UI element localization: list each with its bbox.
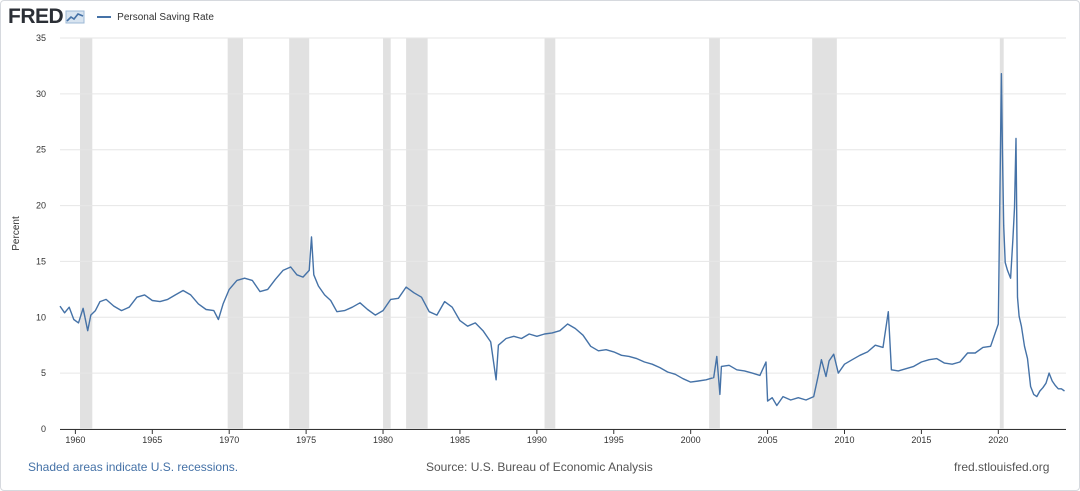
x-tick-label-2020: 2020 bbox=[988, 435, 1008, 445]
recession-band-3 bbox=[383, 38, 391, 429]
x-tick-label-1960: 1960 bbox=[65, 435, 85, 445]
recession-band-0 bbox=[79, 38, 93, 429]
x-tick-label-2010: 2010 bbox=[834, 435, 854, 445]
y-tick-label-10: 10 bbox=[36, 312, 46, 322]
y-tick-label-0: 0 bbox=[41, 424, 46, 434]
y-tick-label-20: 20 bbox=[36, 201, 46, 211]
legend-label: Personal Saving Rate bbox=[117, 11, 214, 23]
y-tick-label-15: 15 bbox=[36, 256, 46, 266]
chart-header: FRED Personal Saving Rate bbox=[8, 4, 214, 30]
x-tick-label-1990: 1990 bbox=[527, 435, 547, 445]
x-tick-label-2000: 2000 bbox=[681, 435, 701, 445]
x-tick-label-1995: 1995 bbox=[604, 435, 624, 445]
recession-note: Shaded areas indicate U.S. recessions. bbox=[28, 460, 239, 474]
y-tick-label-35: 35 bbox=[36, 33, 46, 43]
fred-logo-text: FRED bbox=[8, 5, 64, 28]
fred-url-link[interactable]: fred.stlouisfed.org bbox=[954, 460, 1050, 474]
source-note: Source: U.S. Bureau of Economic Analysis bbox=[426, 460, 653, 474]
recession-band-4 bbox=[406, 38, 428, 429]
y-tick-label-25: 25 bbox=[36, 145, 46, 155]
fred-logo[interactable]: FRED bbox=[8, 5, 85, 29]
x-tick-label-1980: 1980 bbox=[373, 435, 393, 445]
chart-legend[interactable]: Personal Saving Rate bbox=[97, 12, 214, 23]
recession-band-1 bbox=[227, 38, 244, 429]
legend-line-marker bbox=[97, 16, 112, 18]
fred-logo-icon bbox=[65, 10, 85, 24]
x-tick-label-1965: 1965 bbox=[142, 435, 162, 445]
x-tick-label-2005: 2005 bbox=[758, 435, 778, 445]
x-tick-label-1975: 1975 bbox=[296, 435, 316, 445]
recession-band-5 bbox=[544, 38, 556, 429]
recession-band-8 bbox=[999, 38, 1004, 429]
y-tick-label-30: 30 bbox=[36, 89, 46, 99]
recession-band-6 bbox=[709, 38, 720, 429]
x-tick-label-1970: 1970 bbox=[219, 435, 239, 445]
y-axis-label: Percent bbox=[11, 216, 22, 251]
recession-band-7 bbox=[812, 38, 837, 429]
recession-band-2 bbox=[289, 38, 310, 429]
y-tick-label-5: 5 bbox=[41, 368, 46, 378]
series-line-0 bbox=[59, 72, 1065, 407]
x-tick-label-1985: 1985 bbox=[450, 435, 470, 445]
x-tick-label-2015: 2015 bbox=[911, 435, 931, 445]
